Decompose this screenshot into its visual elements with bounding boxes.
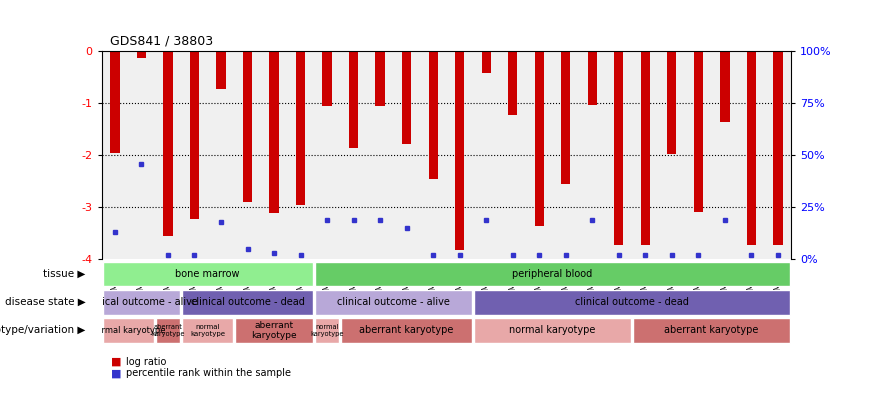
Text: normal karyotype: normal karyotype <box>91 326 165 335</box>
Text: clinical outcome - dead: clinical outcome - dead <box>191 297 304 307</box>
Bar <box>349 51 358 148</box>
Text: ■: ■ <box>110 356 121 367</box>
Bar <box>296 51 305 205</box>
Bar <box>694 51 703 211</box>
Bar <box>103 262 313 286</box>
Bar <box>243 51 252 202</box>
Bar <box>323 51 332 105</box>
Bar <box>633 318 790 343</box>
Text: aberrant karyotype: aberrant karyotype <box>360 325 453 335</box>
Bar <box>508 51 517 115</box>
Bar <box>164 51 172 236</box>
Bar <box>474 290 790 314</box>
Bar <box>217 51 225 89</box>
Bar <box>429 51 438 179</box>
Bar <box>614 51 623 245</box>
Bar <box>535 51 544 226</box>
Text: GDS841 / 38803: GDS841 / 38803 <box>110 34 214 48</box>
Bar <box>156 318 180 343</box>
Bar <box>235 318 313 343</box>
Bar <box>103 290 180 314</box>
Text: aberrant karyotype: aberrant karyotype <box>665 325 758 335</box>
Bar <box>474 318 631 343</box>
Bar <box>588 51 597 105</box>
Bar <box>720 51 729 122</box>
Bar <box>376 51 385 105</box>
Bar <box>482 51 491 73</box>
Text: log ratio: log ratio <box>126 356 167 367</box>
Text: disease state ▶: disease state ▶ <box>5 297 86 307</box>
Bar <box>182 290 313 314</box>
Text: percentile rank within the sample: percentile rank within the sample <box>126 368 292 379</box>
Bar <box>341 318 472 343</box>
Bar <box>315 262 790 286</box>
Text: aberrant
karyotype: aberrant karyotype <box>251 321 297 340</box>
Bar <box>561 51 570 184</box>
Bar <box>270 51 278 213</box>
Text: aberrant
karyotype: aberrant karyotype <box>151 324 185 337</box>
Text: normal karyotype: normal karyotype <box>509 325 596 335</box>
Text: clinical outcome - alive: clinical outcome - alive <box>337 297 450 307</box>
Bar <box>182 318 233 343</box>
Text: clinical outcome - alive: clinical outcome - alive <box>85 297 198 307</box>
Text: bone marrow: bone marrow <box>176 269 240 279</box>
Bar <box>641 51 650 245</box>
Text: clinical outcome - dead: clinical outcome - dead <box>575 297 689 307</box>
Bar <box>455 51 464 250</box>
Text: normal
karyotype: normal karyotype <box>310 324 344 337</box>
Bar <box>747 51 756 245</box>
Text: tissue ▶: tissue ▶ <box>43 269 86 279</box>
Bar <box>137 51 146 58</box>
Text: ■: ■ <box>110 368 121 379</box>
Bar <box>315 318 339 343</box>
Bar <box>402 51 411 144</box>
Bar <box>110 51 119 153</box>
Bar <box>103 318 154 343</box>
Text: normal
karyotype: normal karyotype <box>190 324 225 337</box>
Bar <box>667 51 676 154</box>
Bar <box>190 51 199 219</box>
Text: peripheral blood: peripheral blood <box>513 269 592 279</box>
Text: genotype/variation ▶: genotype/variation ▶ <box>0 325 86 335</box>
Bar <box>315 290 472 314</box>
Bar <box>774 51 782 245</box>
